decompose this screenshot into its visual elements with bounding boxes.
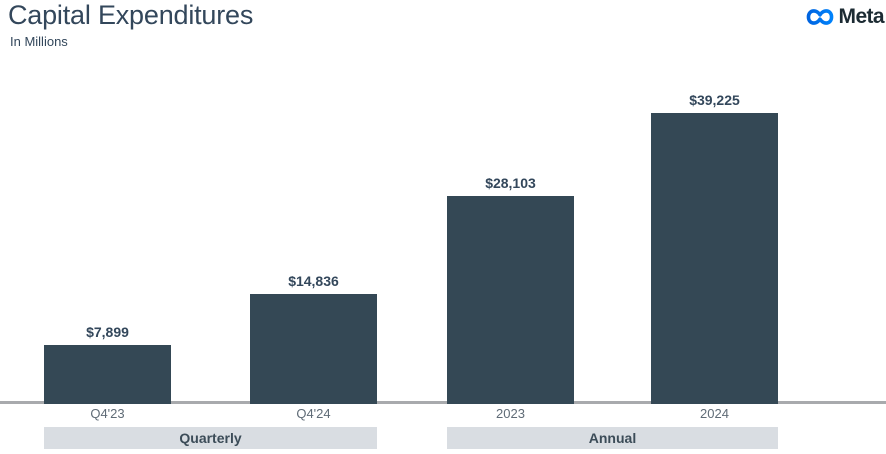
bars-annual: $28,103 $39,225 <box>447 92 778 404</box>
bar-group-quarterly: $7,899 $14,836 Q4'23 Q4'24 Quarterly <box>44 0 377 454</box>
x-tick-label-2023: 2023 <box>496 406 525 421</box>
bar-column-2023: $28,103 <box>447 175 574 404</box>
bar-value-label: $28,103 <box>485 175 536 191</box>
bar-2024 <box>651 113 778 404</box>
bar-q423 <box>44 345 171 404</box>
meta-logo: Meta <box>804 5 885 29</box>
group-band-quarterly: Quarterly <box>44 427 377 449</box>
x-tick-label-2024: 2024 <box>700 406 729 421</box>
x-ticks-quarterly: Q4'23 Q4'24 <box>44 406 377 421</box>
bar-column-q424: $14,836 <box>250 273 377 404</box>
bar-q424 <box>250 294 377 404</box>
bar-group-annual: $28,103 $39,225 2023 2024 Annual <box>447 0 778 454</box>
group-band-annual: Annual <box>447 427 778 449</box>
page-title: Capital Expenditures <box>8 0 254 30</box>
bars-quarterly: $7,899 $14,836 <box>44 273 377 404</box>
meta-wordmark: Meta <box>838 5 885 28</box>
x-tick-label-q423: Q4'23 <box>90 406 125 421</box>
meta-infinity-icon <box>806 9 833 25</box>
bar-value-label: $39,225 <box>689 92 740 108</box>
x-ticks-annual: 2023 2024 <box>447 406 778 421</box>
page-subtitle: In Millions <box>10 34 68 49</box>
x-tick-label-q424: Q4'24 <box>296 406 331 421</box>
bar-value-label: $14,836 <box>288 273 339 289</box>
bar-value-label: $7,899 <box>86 324 129 340</box>
x-axis-line <box>0 401 886 404</box>
bar-2023 <box>447 196 574 404</box>
bar-column-2024: $39,225 <box>651 92 778 404</box>
bar-column-q423: $7,899 <box>44 324 171 404</box>
